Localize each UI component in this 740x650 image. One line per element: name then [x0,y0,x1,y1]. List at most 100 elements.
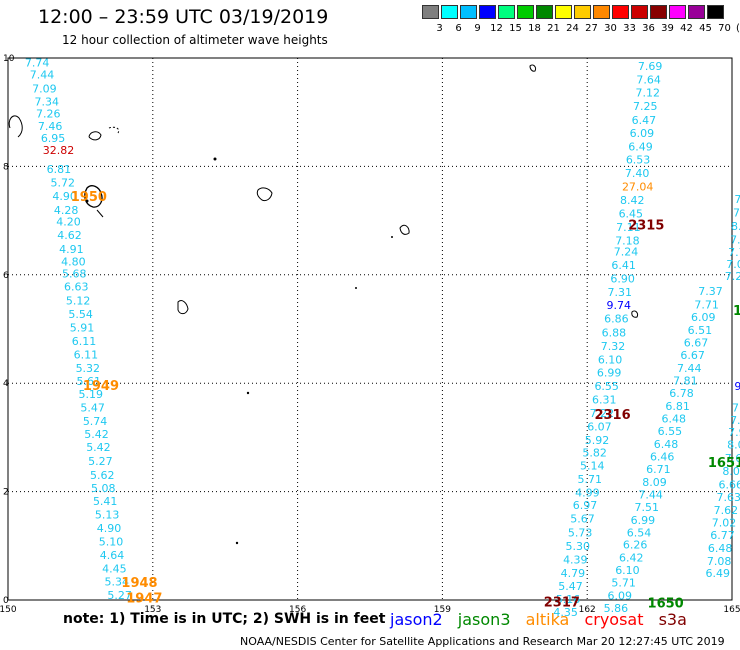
wave-height-value: 6.10 [598,353,623,366]
scale-swatch [688,5,705,19]
wave-height-value: 32.82 [43,144,75,157]
legend-cryosat: cryosat [584,610,644,629]
scale-swatch [650,5,667,19]
wave-height-value: 7.44 [30,68,55,81]
wave-height-value: 5.62 [90,469,115,482]
wave-height-value: 6.42 [619,552,644,565]
wave-height-value: 8.0 [727,438,740,451]
wave-height-value: 6.55 [594,380,619,393]
wave-height-value: 5.47 [80,402,105,415]
map-frame [7,57,733,601]
island-shape [529,64,536,72]
wave-height-value: 5.34 [105,576,129,589]
wave-height-value: 4.90 [97,522,122,535]
wave-height-value: 7.40 [625,167,650,180]
wave-height-value: 5.42 [84,428,109,441]
wave-height-value: 7.62 [714,504,739,517]
scale-label: 30 [604,23,617,34]
wave-height-value: 6.09 [691,311,716,324]
page-title: 12:00 – 23:59 UTC 03/19/2019 [38,6,329,28]
scale-swatch [631,5,648,19]
wave-height-value: 6.09 [630,127,655,140]
wave-height-value: 7.64 [636,74,661,87]
island-shape [177,300,189,315]
wave-height-value: 4.28 [54,204,79,217]
pass-time-label: 1947 [126,591,162,606]
coastline-islands [8,64,638,545]
wave-height-value: 7.22 [590,407,615,420]
scale-swatch [574,5,591,19]
wave-height-value: 6.81 [47,163,72,176]
wave-height-value: 8.0 [722,465,740,478]
wave-height-value: 7.6 [725,452,740,465]
scale-swatch [517,5,534,19]
wave-height-value: 5.61 [77,375,102,388]
wave-height-value: 7.9 [728,426,740,439]
wave-height-value: 4.99 [575,487,600,500]
wave-height-value: 5.27 [88,455,113,468]
wave-height-value: 9.7 [734,380,740,393]
island-shape [399,224,410,235]
legend-altika: altika [525,610,570,629]
y-tick-label: 10 [3,54,15,64]
island-shape [96,209,104,218]
wave-height-value: 7.63 [717,491,740,504]
wave-height-value: 7.24 [614,245,639,258]
wave-height-value: 5.27 [107,589,132,602]
x-tick-label: 165 [723,605,740,615]
scale-swatch [593,5,610,19]
wave-height-value: 5.47 [558,580,583,593]
pass-time-label: 1650 [648,597,684,612]
wave-height-value: 7.9 [732,402,740,415]
wave-height-value: 6.55 [658,425,683,438]
island-shape [108,126,120,134]
wave-height-value: 5.71 [578,473,603,486]
altimeter-tracks: 7.747.447.097.347.267.466.9532.826.815.7… [25,56,740,619]
wave-height-value: 5.30 [565,540,590,553]
island-dot [246,391,250,395]
wave-height-value: 5.41 [93,495,118,508]
wave-height-value: 7.12 [635,87,660,100]
wave-height-value: 7.81 [673,374,698,387]
island-dot [235,541,239,545]
wave-height-value: 7.09 [726,258,740,271]
wave-height-value: 7.09 [32,82,57,95]
wave-height-value: 6.71 [646,463,671,476]
x-tick-label: 153 [144,605,161,615]
island-dot [213,157,217,161]
wave-height-value: 4.90 [52,190,77,203]
wave-height-value: 6.88 [602,326,627,339]
island-shape [631,310,638,318]
scale-label: 45 [699,23,712,34]
wave-height-value: 4.20 [56,216,80,229]
wave-height-value: 6.77 [710,529,735,542]
scale-label: 27 [585,23,598,34]
wave-height-value: 5.71 [611,577,636,590]
wave-height-value: 8.42 [620,194,645,207]
scale-label: 36 [642,23,655,34]
island-dot [391,236,393,238]
wave-height-value: 6.31 [592,393,617,406]
wave-height-value: 6.63 [64,281,89,294]
wave-height-value: 6.95 [41,132,66,145]
wave-height-value: 5.91 [70,321,95,334]
island-shape [256,187,273,202]
wave-height-value: 4.45 [102,563,127,576]
wave-height-value: 7.18 [615,235,640,248]
wave-height-value: 5.12 [66,294,91,307]
wave-height-value: 6.47 [632,114,657,127]
scale-swatch [612,5,629,19]
wave-height-value: 6.10 [615,564,640,577]
wave-height-value: 5.54 [68,308,93,321]
wave-height-value: 6.49 [705,567,730,580]
wave-height-value: 6.54 [627,526,652,539]
island-shape [8,115,23,138]
wave-height-value: 5.92 [585,434,610,447]
wave-height-value: 7.44 [638,488,663,501]
wave-height-value: 9.74 [607,299,632,312]
pass-time-label: 2317 [544,596,580,611]
wave-height-value: 6.48 [708,542,733,555]
legend-jason2: jason2 [390,610,443,629]
wave-height-value: 8.09 [642,476,667,489]
